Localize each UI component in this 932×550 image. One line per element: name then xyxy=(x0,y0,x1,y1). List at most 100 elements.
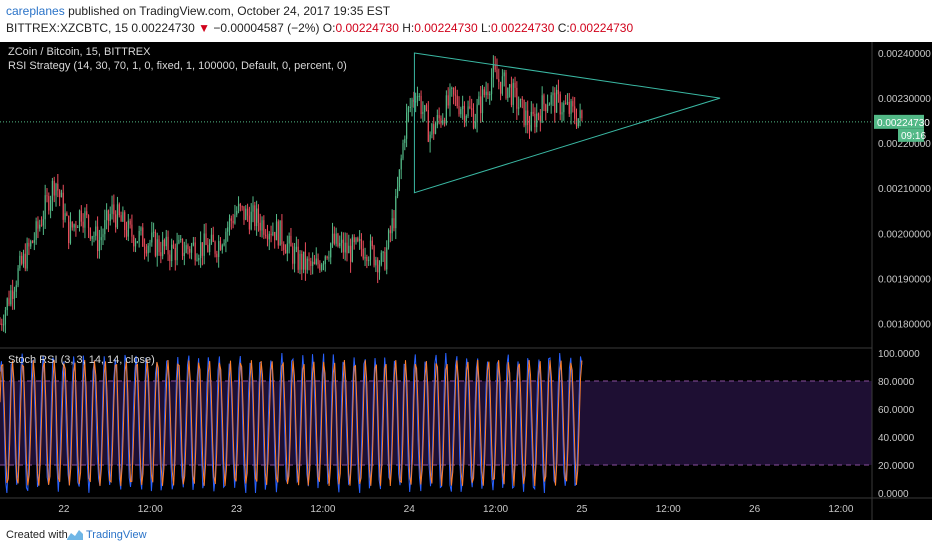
tradingview-brand-link[interactable]: TradingView xyxy=(86,529,147,541)
candle xyxy=(565,94,567,105)
tradingview-logo-icon[interactable] xyxy=(66,528,84,542)
candle xyxy=(199,231,202,268)
candle xyxy=(120,211,122,222)
time-tick-label: 24 xyxy=(404,504,416,515)
candle xyxy=(377,257,379,284)
candle xyxy=(528,115,531,139)
indicator-title[interactable]: RSI Strategy (14, 30, 70, 1, 0, fixed, 1… xyxy=(8,60,347,72)
candle xyxy=(147,243,149,262)
candle xyxy=(427,101,429,143)
candle xyxy=(420,90,422,119)
candle xyxy=(400,154,402,180)
stoch-title[interactable]: Stoch RSI (3, 3, 14, 14, close) xyxy=(8,354,155,366)
candle xyxy=(297,239,299,274)
candle xyxy=(96,216,99,259)
candle xyxy=(436,109,438,129)
candle xyxy=(69,212,72,245)
candle xyxy=(156,232,158,267)
candle xyxy=(415,92,417,113)
time-tick-label: 12:00 xyxy=(828,504,853,515)
candle xyxy=(194,236,196,266)
stoch-tick-label: 60.0000 xyxy=(878,405,915,416)
candle xyxy=(494,56,496,73)
candle xyxy=(248,206,250,235)
triangle-pattern[interactable] xyxy=(413,52,721,194)
candle xyxy=(303,251,305,274)
candle xyxy=(272,222,274,237)
candle xyxy=(57,173,59,198)
candle xyxy=(541,86,543,124)
candle xyxy=(413,91,415,108)
stoch-axis[interactable]: 100.0000 80.0000 60.0000 40.0000 20.0000 0.00… xyxy=(878,349,920,500)
candle xyxy=(113,194,115,223)
candle xyxy=(279,220,281,246)
candle xyxy=(17,265,19,288)
candle xyxy=(64,203,66,223)
candle xyxy=(418,93,420,101)
time-axis[interactable]: 22 12:00 23 12:00 24 12:00 25 12:00 26 12:00 xyxy=(58,504,854,515)
candle xyxy=(353,234,355,250)
ohlc-line: BITTREX:XZCBTC, 15 0.00224730 ▼ −0.00004… xyxy=(6,21,633,35)
candle xyxy=(299,250,301,275)
price-axis[interactable]: 0.00240000 0.00230000 0.00220000 0.00210000… xyxy=(878,49,931,330)
candle xyxy=(510,76,513,108)
candle xyxy=(24,243,26,272)
stoch-tick-label: 20.0000 xyxy=(878,461,915,472)
candle xyxy=(402,139,404,161)
candle xyxy=(572,96,574,113)
candle xyxy=(548,102,550,106)
candle xyxy=(368,256,370,266)
candle xyxy=(293,242,296,273)
candle xyxy=(171,238,173,267)
candle xyxy=(485,81,487,102)
price-tick-label: 0.00240000 xyxy=(878,49,931,60)
candle xyxy=(6,297,8,316)
stoch-k-line xyxy=(0,352,583,494)
change-value: −0.00004587 (−2%) xyxy=(213,21,320,35)
candle xyxy=(579,103,581,127)
candle xyxy=(469,95,471,110)
candle xyxy=(214,240,216,258)
candle xyxy=(53,176,55,203)
candle xyxy=(167,230,169,261)
candle xyxy=(445,90,447,126)
chart-area[interactable]: ZCoin / Bitcoin, 15, BITTREX RSI Strateg… xyxy=(0,42,932,520)
time-tick-label: 12:00 xyxy=(483,504,508,515)
candle xyxy=(115,210,117,233)
candle xyxy=(169,250,171,271)
candle xyxy=(342,232,344,259)
candle xyxy=(246,203,249,222)
candle xyxy=(3,314,5,332)
candle xyxy=(221,243,223,254)
candle xyxy=(174,243,176,271)
candle xyxy=(265,228,267,239)
candle xyxy=(21,252,23,266)
candle xyxy=(284,244,287,254)
candle xyxy=(391,209,393,242)
candle xyxy=(559,91,561,121)
candle xyxy=(183,241,185,266)
time-tick-label: 12:00 xyxy=(310,504,335,515)
candle xyxy=(512,78,514,114)
candle xyxy=(71,221,73,231)
candle xyxy=(384,247,386,271)
candle xyxy=(406,103,408,148)
price-tick-label: 0.00230000 xyxy=(878,94,931,105)
candle xyxy=(474,113,476,130)
candle xyxy=(371,236,373,250)
candle xyxy=(326,255,328,260)
candle xyxy=(359,230,361,250)
candle xyxy=(452,87,455,105)
candle xyxy=(422,101,424,123)
candle xyxy=(275,214,278,241)
candle xyxy=(301,250,303,281)
candle xyxy=(111,195,113,220)
candle xyxy=(315,247,317,266)
last-price-text: 0.00224730 xyxy=(877,118,930,129)
candle xyxy=(22,249,25,268)
candle xyxy=(31,240,34,244)
author-link[interactable]: careplanes xyxy=(6,4,65,18)
candle xyxy=(375,256,377,273)
candle xyxy=(362,240,364,261)
